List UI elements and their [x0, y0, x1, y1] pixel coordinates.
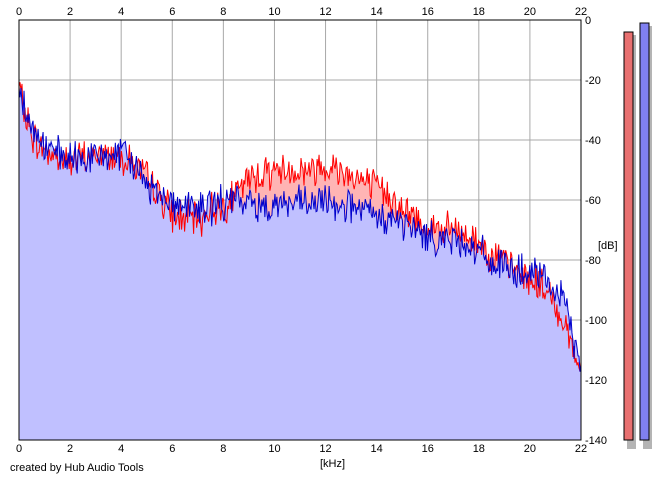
- y-tick-label: -120: [585, 375, 607, 387]
- spectrum-areas: [19, 82, 581, 440]
- x-tick-label-top: 22: [575, 6, 587, 18]
- series-line: [19, 82, 581, 372]
- y-tick-label: 0: [585, 15, 591, 27]
- x-tick-label-bottom: 6: [169, 443, 175, 455]
- x-tick-label-top: 16: [422, 6, 434, 18]
- y-axis-unit: [dB]: [598, 240, 618, 252]
- x-tick-label-bottom: 4: [118, 443, 124, 455]
- x-tick-label-top: 4: [118, 6, 124, 18]
- x-tick-label-bottom: 2: [67, 443, 73, 455]
- x-tick-label-bottom: 20: [524, 443, 536, 455]
- y-tick-label: -100: [585, 315, 607, 327]
- series-line: [19, 87, 581, 372]
- x-tick-label-bottom: 0: [16, 443, 22, 455]
- x-ticks-top: 0 2 4 6 8 10 12 14 16 18 20 22: [16, 6, 587, 18]
- y-tick-label: -20: [585, 75, 601, 87]
- x-tick-label-bottom: 18: [473, 443, 485, 455]
- x-tick-label-top: 10: [268, 6, 280, 18]
- series-area: [19, 87, 581, 440]
- x-tick-label-top: 2: [67, 6, 73, 18]
- x-tick-label-bottom: 22: [575, 443, 587, 455]
- y-tick-label: -60: [585, 195, 601, 207]
- plot-frame: [18, 19, 582, 441]
- spectrum-lines: [19, 82, 581, 372]
- level-meter-bar: [623, 31, 634, 441]
- level-meter-bar: [639, 22, 650, 441]
- level-meters: [623, 22, 652, 449]
- x-ticks-bottom: 0 2 4 6 8 10 12 14 16 18 20 22: [16, 443, 587, 455]
- x-tick-label-top: 14: [371, 6, 383, 18]
- x-tick-label-bottom: 12: [319, 443, 331, 455]
- y-tick-label: -80: [585, 255, 601, 267]
- x-tick-label-top: 12: [319, 6, 331, 18]
- x-tick-label-top: 18: [473, 6, 485, 18]
- x-tick-label-top: 20: [524, 6, 536, 18]
- x-tick-label-top: 8: [220, 6, 226, 18]
- x-tick-label-bottom: 10: [268, 443, 280, 455]
- x-tick-label-bottom: 16: [422, 443, 434, 455]
- x-tick-label-bottom: 8: [220, 443, 226, 455]
- y-tick-label: -40: [585, 135, 601, 147]
- x-tick-label-top: 6: [169, 6, 175, 18]
- y-tick-label: -140: [585, 435, 607, 447]
- y-ticks: 0 -20 -40 -60 -80 -100 -120 -140: [585, 15, 607, 447]
- footer-credit: created by Hub Audio Tools: [10, 462, 144, 474]
- x-tick-label-top: 0: [16, 6, 22, 18]
- x-tick-label-bottom: 14: [371, 443, 383, 455]
- x-axis-unit: [kHz]: [320, 458, 346, 470]
